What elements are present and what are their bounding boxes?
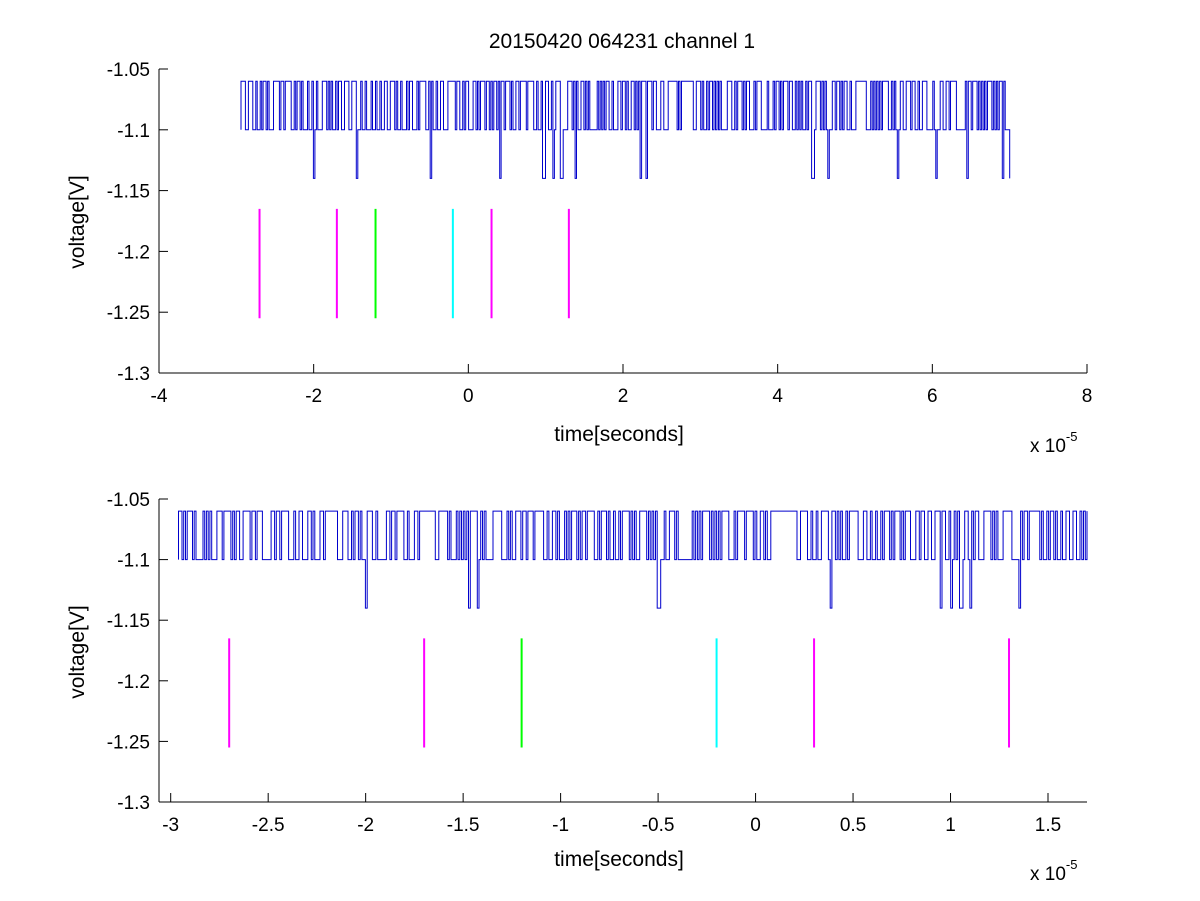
top-y-tick-label: -1.1 bbox=[117, 121, 150, 142]
bottom-y-tick-label: -1.25 bbox=[107, 732, 150, 753]
bottom-x-tick-label: 0.5 bbox=[840, 815, 866, 836]
bottom-y-tick-label: -1.1 bbox=[117, 551, 150, 572]
top-x-tick-label: 2 bbox=[618, 386, 629, 407]
bottom-signal-line bbox=[178, 510, 1088, 609]
bottom-y-tick-label: -1.05 bbox=[107, 490, 150, 511]
top-x-tick-label: 4 bbox=[772, 386, 783, 407]
bottom-axes: -1.05 -1.1 -1.15 -1.2 -1.25 -1.3 -3 -2.5 -2 -1.5 -… bbox=[107, 490, 1087, 836]
top-y-axis-label: voltage[V] bbox=[66, 175, 89, 268]
bottom-y-tick-label: -1.2 bbox=[117, 672, 150, 693]
bottom-x-tick-label: 1.5 bbox=[1035, 815, 1061, 836]
bottom-x-axis-label: time[seconds] bbox=[554, 848, 684, 871]
bottom-x-tick-label: -0.5 bbox=[642, 815, 675, 836]
top-x-tick-label: -2 bbox=[305, 386, 322, 407]
top-signal-line bbox=[240, 80, 1011, 179]
top-y-tick-label: -1.2 bbox=[117, 242, 150, 263]
bottom-signal-trace bbox=[178, 510, 1088, 609]
top-x-tick-label: 6 bbox=[927, 386, 938, 407]
bottom-x-tick-label: -1.5 bbox=[447, 815, 480, 836]
bottom-event-markers bbox=[228, 638, 1011, 748]
bottom-plot: -1.05 -1.1 -1.15 -1.2 -1.25 -1.3 -3 -2.5 -2 -1.5 -… bbox=[66, 490, 1088, 885]
bottom-x-tick-label: -1 bbox=[552, 815, 569, 836]
bottom-x-multiplier: x 10-5 bbox=[1030, 857, 1077, 885]
bottom-y-axis-label: voltage[V] bbox=[66, 605, 89, 698]
top-y-tick-label: -1.3 bbox=[117, 364, 150, 385]
top-plot: -1.05 -1.1 -1.15 -1.2 -1.25 -1.3-4 -2 0 2 4 6 8 tim… bbox=[66, 60, 1092, 457]
bottom-x-tick-label: -3 bbox=[162, 815, 179, 836]
top-event-markers bbox=[258, 208, 570, 319]
bottom-x-tick-label: 0 bbox=[750, 815, 761, 836]
bottom-x-tick-label: -2 bbox=[357, 815, 374, 836]
top-y-tick-label: -1.15 bbox=[107, 182, 150, 203]
top-x-tick-label: 0 bbox=[463, 386, 474, 407]
bottom-x-tick-label: 1 bbox=[945, 815, 956, 836]
bottom-y-tick-label: -1.15 bbox=[107, 611, 150, 632]
top-signal-trace bbox=[240, 80, 1011, 179]
top-y-tick-label: -1.25 bbox=[107, 303, 150, 324]
bottom-y-tick-label: -1.3 bbox=[117, 793, 150, 814]
top-axes: -1.05 -1.1 -1.15 -1.2 -1.25 -1.3-4 -2 0 2 4 6 8 bbox=[107, 60, 1093, 407]
chart-title: 20150420 064231 channel 1 bbox=[489, 30, 755, 53]
top-x-axis-label: time[seconds] bbox=[554, 423, 684, 446]
top-x-tick-label: 8 bbox=[1082, 386, 1093, 407]
top-y-tick-label: -1.05 bbox=[107, 60, 150, 81]
top-x-multiplier: x 10-5 bbox=[1030, 429, 1077, 457]
top-x-tick-label: -4 bbox=[151, 386, 168, 407]
bottom-x-tick-label: -2.5 bbox=[252, 815, 285, 836]
